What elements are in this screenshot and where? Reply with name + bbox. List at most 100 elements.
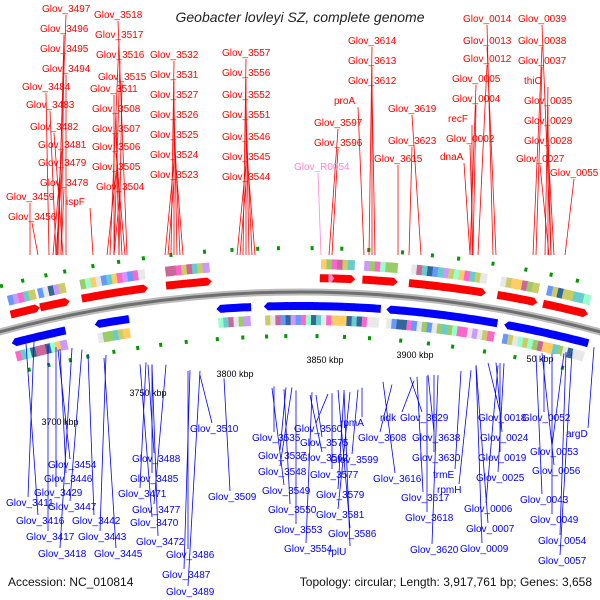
gene-cog-block xyxy=(310,246,314,251)
label-connector xyxy=(173,120,181,256)
label-connector xyxy=(551,353,565,447)
label-connector xyxy=(164,160,175,256)
gene-arrow xyxy=(310,302,320,311)
label-connector xyxy=(117,20,128,256)
gene-label: Glov_3612 xyxy=(348,76,397,87)
label-connector xyxy=(416,376,424,493)
reverse-gene-labels: Glov_3454Glov_3446Glov_3429Glov_3411Glov… xyxy=(6,342,595,598)
label-connector xyxy=(173,140,184,256)
kbp-label: 3850 kbp xyxy=(306,355,343,365)
gene-label: Glov_0006 xyxy=(464,504,513,515)
kbp-scale: 3700 kbp 3750 kbp 3800 kbp 3850 kbp 3900 kbp… xyxy=(40,350,560,428)
gene-cog-block xyxy=(57,282,67,294)
gene-label: Glov_3550 xyxy=(268,505,317,516)
gene-label: Glov_3418 xyxy=(38,549,87,560)
gene-arrow xyxy=(406,307,417,316)
gene-label: Glov_3616 xyxy=(373,474,422,485)
gene-arrow xyxy=(226,303,236,313)
gene-label: Glov_3525 xyxy=(150,130,199,141)
gene-label: Glov_3638 xyxy=(412,433,461,444)
label-connector xyxy=(379,384,393,433)
label-connector xyxy=(118,82,123,256)
gene-label: Glov_3608 xyxy=(358,433,407,444)
label-connector xyxy=(115,134,123,256)
label-connector xyxy=(357,106,365,256)
gene-arrow xyxy=(371,304,382,313)
label-connector xyxy=(283,389,291,505)
gene-label: thiC xyxy=(524,76,542,87)
gene-cog-block xyxy=(116,259,121,265)
label-connector xyxy=(25,343,39,516)
gene-arrow xyxy=(330,302,340,311)
label-connector xyxy=(408,146,413,256)
gene-label: Glov_3483 xyxy=(26,100,75,111)
gene-label: Glov_3456 xyxy=(8,212,57,223)
gene-label: Glov_0002 xyxy=(446,134,495,145)
gene-label: Glov_3535 xyxy=(252,433,301,444)
gene-cog-block xyxy=(0,283,4,289)
kbp-label: 3900 kbp xyxy=(396,350,433,360)
gene-label: Glov_3411 xyxy=(6,498,54,509)
gene-label: Glov_3524 xyxy=(150,150,199,161)
gene-label: Glov_3470 xyxy=(130,518,179,529)
label-connector xyxy=(535,66,543,256)
label-connector xyxy=(245,142,256,256)
gene-cog-block xyxy=(450,344,455,349)
label-connector xyxy=(57,34,65,256)
gene-label: Glov_3479 xyxy=(38,158,87,169)
gene-cog-block xyxy=(202,249,207,254)
gene-arrow xyxy=(388,277,398,286)
label-connector xyxy=(59,348,67,474)
kbp-label-bg xyxy=(520,354,560,365)
gene-label: Glov_3562 xyxy=(300,453,349,464)
gene-cog-block xyxy=(549,272,553,277)
label-connector xyxy=(371,86,376,256)
gene-label: Glov_3505 xyxy=(92,162,141,173)
gene-cog-block xyxy=(390,262,399,274)
gene-arrow xyxy=(346,303,356,312)
label-connector xyxy=(199,375,213,424)
gene-arrow xyxy=(578,308,588,318)
label-connector xyxy=(239,182,247,256)
label-connector xyxy=(486,46,497,256)
kbp-label: 3800 kbp xyxy=(216,369,253,379)
gene-label: Glov_3446 xyxy=(44,474,93,485)
gene-label: Glov_0039 xyxy=(518,14,567,25)
label-connector xyxy=(535,355,543,495)
gene-label: argD xyxy=(566,429,588,440)
kbp-label-bg xyxy=(215,369,255,380)
gene-label: Glov_3546 xyxy=(222,132,271,143)
gene-label: Glov_3613 xyxy=(348,56,397,67)
gene-label: Glov_3484 xyxy=(22,82,71,93)
gene-cog-block xyxy=(340,246,344,251)
label-connector xyxy=(115,152,126,256)
gene-cog-block xyxy=(230,247,234,252)
gene-arrow xyxy=(341,302,351,312)
gene-label: Glov_3496 xyxy=(40,24,89,35)
label-connector xyxy=(45,92,50,256)
gene-label: rplU xyxy=(328,547,346,558)
gene-label: Glov_0035 xyxy=(524,96,573,107)
gene-cog-block xyxy=(59,339,69,351)
gene-label: Glov_0049 xyxy=(530,515,579,526)
gene-cog-block xyxy=(184,339,188,345)
gene-label: Glov_3586 xyxy=(328,529,377,540)
gene-label: Glov_3596 xyxy=(314,138,363,149)
gene-label: Glov_3531 xyxy=(150,70,199,81)
gene-label: Glov_3599 xyxy=(330,455,379,466)
label-connector xyxy=(271,388,285,486)
gene-arrow xyxy=(356,303,366,312)
gene-arrow xyxy=(56,326,67,336)
gene-label: Glov_3629 xyxy=(400,413,449,424)
gene-arrow xyxy=(488,318,499,328)
label-connector xyxy=(475,365,489,524)
gene-cog-block xyxy=(20,278,25,283)
gene-arrow xyxy=(335,302,346,311)
gene-arrow xyxy=(579,338,590,348)
gene-label: Glov_3508 xyxy=(92,104,141,115)
gene-label: Glov_3615 xyxy=(374,154,423,165)
kbp-label: 50 kbp xyxy=(526,354,553,364)
gene-arrow xyxy=(30,304,40,314)
gene-label: recF xyxy=(448,114,468,125)
